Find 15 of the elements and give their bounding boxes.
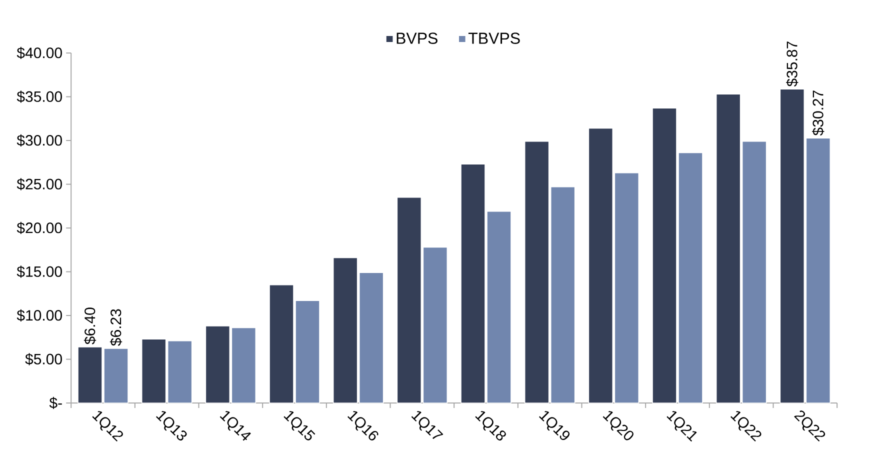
- y-tick-label: $10.00: [16, 309, 62, 322]
- y-tick-label: $25.00: [16, 178, 62, 190]
- y-tick-label: $35.00: [16, 90, 62, 103]
- y-tick-label: $20.00: [16, 222, 62, 234]
- legend-label: BVPS: [396, 32, 438, 44]
- y-tick-label: $5.00: [25, 353, 62, 366]
- legend-label: TBVPS: [468, 32, 520, 44]
- y-tick-label: $15.00: [16, 266, 62, 278]
- y-tick-label: $30.00: [16, 134, 62, 147]
- y-tick-label: $40.00: [16, 46, 62, 60]
- data-label: $6.23: [110, 309, 122, 346]
- data-label: $35.87: [786, 42, 798, 87]
- data-label: $30.27: [812, 90, 824, 136]
- data-label: $6.40: [84, 308, 96, 344]
- y-tick-label: $-: [49, 396, 62, 410]
